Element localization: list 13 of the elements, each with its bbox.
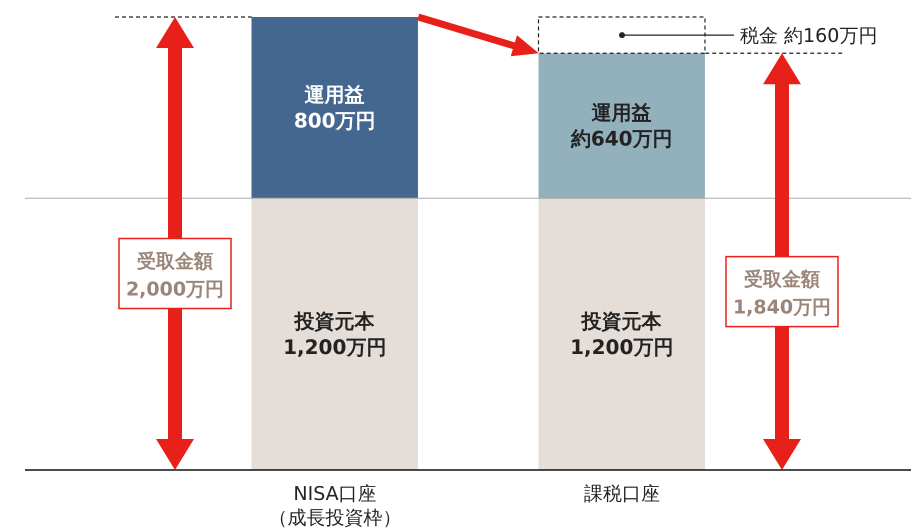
annotation: 受取金額 1,840万円 <box>732 268 832 319</box>
annotation: 受取金額 2,000万円 <box>126 250 224 300</box>
x-tick-label: 課税口座 <box>584 483 660 505</box>
data-label: 1,200万円 <box>570 335 674 360</box>
annotation: 税金 約160万円 <box>740 25 878 48</box>
data-label: 約640万円 <box>570 126 673 151</box>
text: 運用益 <box>304 82 365 107</box>
series-label: 投資元本 <box>294 309 376 334</box>
data-label: 800万円 <box>294 108 376 133</box>
data-label: 1,200万円 <box>283 335 386 360</box>
series-label: 運用益 <box>590 100 652 125</box>
text: 投資元本 <box>582 309 662 334</box>
x-tick-label: NISA口座（成長投資枠） <box>268 483 402 529</box>
